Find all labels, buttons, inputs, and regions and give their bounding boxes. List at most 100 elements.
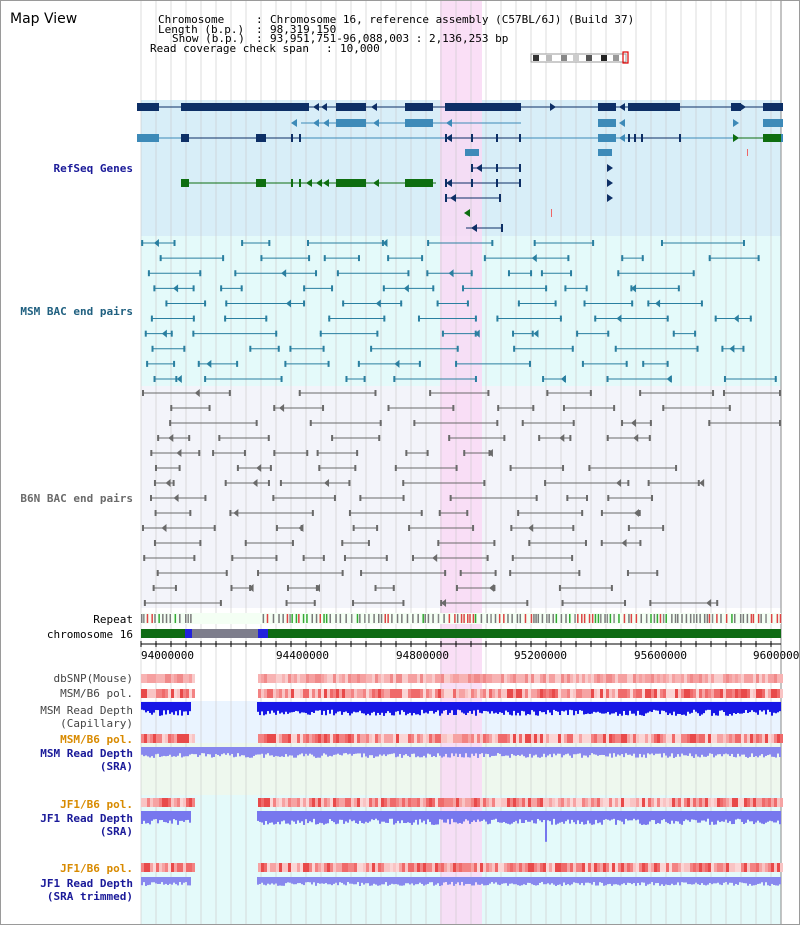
polymorphism-cell [681,798,684,807]
read-depth-bar [257,811,259,821]
read-depth-bar [503,811,505,823]
polymorphism-cell [324,689,327,698]
b6n-pair-end [497,405,500,411]
msm-pair-end [400,300,403,307]
read-depth-bar [301,877,303,885]
b6n-pair-arrow [441,599,447,607]
read-depth-bar [259,747,261,755]
polymorphism-cell [285,689,288,698]
polymorphism-cell [663,863,666,872]
read-depth-bar [499,877,501,886]
read-depth-bar [417,811,419,825]
read-depth-bar [183,877,185,883]
track-label-jf1-trim-1[interactable]: JF1 Read Depth [40,877,133,890]
track-label-refseq[interactable]: RefSeq Genes [53,162,133,175]
polymorphism-cell [693,689,696,698]
track-label-dbsnp[interactable]: dbSNP(Mouse) [53,672,133,685]
read-depth-bar [733,877,735,886]
read-depth-bar [765,747,767,756]
polymorphism-cell [261,734,264,743]
track-label-msm-bac[interactable]: MSM BAC end pairs [20,305,133,318]
track-label-jf1-pol-2[interactable]: JF1/B6 pol. [60,862,133,875]
track-label-msm-depth-sra-1[interactable]: MSM Read Depth [40,747,133,760]
msm-pair-end [666,360,669,367]
read-depth-bar [579,747,581,754]
track-label-b6n-bac[interactable]: B6N BAC end pairs [20,492,133,505]
track-label-jf1-depth-1[interactable]: JF1 Read Depth [40,812,133,825]
read-depth-bar [225,747,227,755]
read-depth-bar [393,702,395,716]
polymorphism-cell [519,863,522,872]
polymorphism-cell [381,863,384,872]
repeat-element [519,614,522,623]
polymorphism-cell [372,863,375,872]
polymorphism-cell [492,689,495,698]
read-depth-bar [703,877,705,885]
b6n-pair-end [588,465,591,471]
polymorphism-cell [258,798,261,807]
track-label-msm-pol-2[interactable]: MSM/B6 pol. [60,733,133,746]
track-label-msm-depth-cap-1[interactable]: MSM Read Depth [40,704,133,717]
polymorphism-cell [621,798,624,807]
repeat-element [560,614,563,623]
read-depth-bar [391,877,393,884]
read-depth-bar [711,747,713,754]
read-depth-bar [637,877,639,883]
polymorphism-cell [480,674,483,683]
polymorphism-cell [336,734,339,743]
read-depth-bar [493,747,495,756]
read-depth-bar [441,877,443,886]
track-label-jf1-pol[interactable]: JF1/B6 pol. [60,798,133,811]
read-depth-bar [385,747,387,757]
repeat-element [179,614,181,623]
polymorphism-cell [378,674,381,683]
b6n-pair-arrow [256,464,262,472]
polymorphism-cell [702,674,705,683]
polymorphism-cell [669,863,672,872]
read-depth-bar [723,811,725,822]
msm-pair-end [173,360,176,367]
msm-pair-end [240,285,243,292]
read-depth-bar [447,702,449,715]
polymorphism-cell [153,798,156,807]
read-depth-bar [285,702,287,712]
read-depth-bar [769,747,771,755]
gene-arrow [371,103,377,111]
gene-exon [137,134,159,142]
read-depth-bar [413,702,415,714]
polymorphism-cell [435,734,438,743]
read-depth-bar [445,702,447,710]
track-label-msm-pol[interactable]: MSM/B6 pol. [60,687,133,700]
repeat-element [511,614,513,623]
msm-pair-end [483,255,486,262]
read-depth-bar [525,702,527,716]
b6n-pair-end [343,555,346,561]
repeat-element [677,614,679,623]
polymorphism-cell [384,689,387,698]
b6n-pair-end [225,570,228,576]
read-depth-bar [487,747,489,755]
polymorphism-cell [306,734,309,743]
track-label-repeat[interactable]: Repeat [93,613,133,626]
polymorphism-cell [339,863,342,872]
read-depth-bar [703,811,705,821]
track-label-chromosome[interactable]: chromosome 16 [46,628,133,641]
read-depth-bar [341,877,343,883]
polymorphism-cell [174,734,177,743]
read-depth-bar [353,702,355,712]
gene-exon [496,134,498,142]
polymorphism-cell [750,689,753,698]
polymorphism-cell [780,689,783,698]
polymorphism-cell [756,863,759,872]
polymorphism-cell [390,689,393,698]
polymorphism-cell [699,674,702,683]
read-depth-bar [369,811,371,822]
read-depth-bar [493,811,495,820]
repeat-element [594,614,597,623]
msm-pair-end [723,376,726,382]
repeat-element [368,614,370,623]
polymorphism-cell [345,734,348,743]
polymorphism-cell [165,689,168,698]
